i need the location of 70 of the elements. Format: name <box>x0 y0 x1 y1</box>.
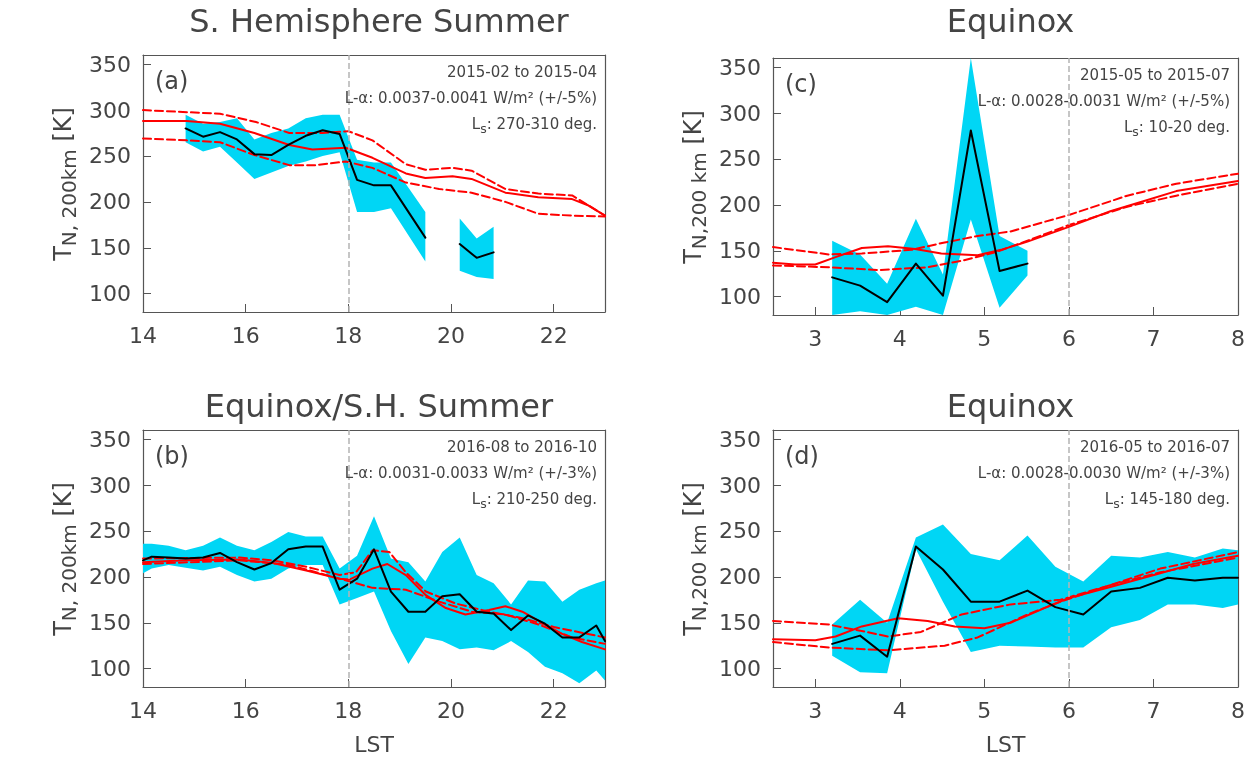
annotation: 2016-05 to 2016-07 <box>1080 438 1230 456</box>
annotation: (a) <box>155 67 189 95</box>
y-tick-label: 100 <box>719 284 761 310</box>
annotation: (d) <box>785 442 819 470</box>
annotation: L$_{s}$: 10-20 deg. <box>1123 118 1230 139</box>
y-tick-label: 300 <box>89 97 131 123</box>
y-tick-label: 150 <box>89 610 131 636</box>
y-tick-label: 300 <box>719 100 761 126</box>
y-tick-label: 250 <box>89 143 131 169</box>
y-tick-label: 250 <box>89 518 131 544</box>
y-tick-label: 150 <box>89 235 131 261</box>
chart-title: Equinox/S.H. Summer <box>204 387 555 425</box>
x-tick-label: 20 <box>437 322 465 348</box>
x-tick-label: 18 <box>334 322 363 348</box>
x-tick-label: 18 <box>334 697 363 723</box>
x-tick-label: 6 <box>1061 697 1076 723</box>
x-tick-label: 7 <box>1146 325 1161 351</box>
annotation: L$_{s}$: 210-250 deg. <box>471 490 597 511</box>
y-tick-label: 250 <box>719 146 761 172</box>
x-tick-label: 14 <box>129 322 157 348</box>
y-tick-label: 200 <box>719 192 761 218</box>
line-series <box>831 545 1239 658</box>
annotation: (c) <box>785 70 817 98</box>
y-tick-label: 100 <box>89 656 131 682</box>
x-tick-label: 22 <box>539 322 568 348</box>
y-tick-label: 350 <box>89 51 131 77</box>
annotation: L-α: 0.0028-0.0031 W/m² (+/-5%) <box>977 92 1230 110</box>
x-tick-label: 16 <box>231 322 260 348</box>
x-tick-label: 5 <box>977 697 992 723</box>
y-tick-label: 200 <box>719 564 761 590</box>
x-tick-label: 4 <box>892 697 907 723</box>
annotation: L$_{s}$: 145-180 deg. <box>1104 490 1230 511</box>
y-tick-label: 350 <box>719 426 761 452</box>
annotation: 2015-02 to 2015-04 <box>447 63 597 81</box>
x-tick-label: 3 <box>808 325 823 351</box>
x-tick-label: 5 <box>977 325 992 351</box>
chart-title: Equinox <box>946 387 1075 425</box>
x-tick-label: 4 <box>892 325 907 351</box>
y-tick-label: 350 <box>719 54 761 80</box>
x-tick-label: 7 <box>1146 697 1161 723</box>
y-tick-label: 300 <box>719 472 761 498</box>
x-tick-label: 3 <box>808 697 823 723</box>
x-tick-label: 22 <box>539 697 568 723</box>
x-tick-label: 16 <box>231 697 260 723</box>
y-tick-label: 300 <box>89 472 131 498</box>
y-tick-label: 200 <box>89 189 131 215</box>
x-axis-title: LST <box>354 731 395 757</box>
x-tick-label: 8 <box>1231 697 1245 723</box>
annotation: L-α: 0.0028-0.0030 W/m² (+/-3%) <box>977 464 1230 482</box>
annotation: 2016-08 to 2016-10 <box>447 438 597 456</box>
x-axis-title: LST <box>985 731 1026 757</box>
y-tick-label: 350 <box>89 426 131 452</box>
annotation: 2015-05 to 2015-07 <box>1080 66 1230 84</box>
annotation: (b) <box>155 442 189 470</box>
y-tick-label: 150 <box>719 238 761 264</box>
annotation: L-α: 0.0031-0.0033 W/m² (+/-3%) <box>344 464 597 482</box>
annotation: L$_{s}$: 270-310 deg. <box>471 115 597 136</box>
x-tick-label: 8 <box>1231 325 1245 351</box>
x-tick-label: 14 <box>129 697 157 723</box>
x-tick-label: 6 <box>1061 325 1076 351</box>
y-tick-label: 200 <box>89 564 131 590</box>
x-tick-label: 20 <box>437 697 465 723</box>
annotation: L-α: 0.0037-0.0041 W/m² (+/-5%) <box>344 89 597 107</box>
y-tick-label: 150 <box>719 610 761 636</box>
chart-title: Equinox <box>946 2 1075 40</box>
line-series <box>831 129 1029 304</box>
chart-title: S. Hemisphere Summer <box>189 2 570 40</box>
y-tick-label: 250 <box>719 518 761 544</box>
y-tick-label: 100 <box>719 656 761 682</box>
y-tick-label: 100 <box>89 281 131 307</box>
